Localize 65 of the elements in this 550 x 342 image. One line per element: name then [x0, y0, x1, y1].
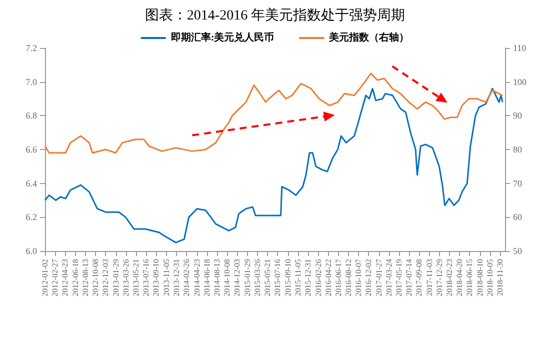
x-tick-label: 2015-11-05: [293, 259, 302, 296]
y2-tick-label: 100: [513, 76, 527, 87]
x-tick-label: 2016-04-22: [324, 259, 333, 296]
x-tick-label: 2018-04-20: [455, 259, 464, 296]
chart-title: 图表：2014-2016 年美元指数处于强势周期: [144, 8, 406, 24]
y2-tick-label: 50: [513, 246, 522, 256]
x-tick-label: 2016-10-07: [354, 259, 364, 296]
x-tick-label: 2014-12-03: [232, 259, 242, 296]
x-tick-label: 2014-10-08: [222, 259, 232, 296]
x-tick-label: 2018-06-15: [465, 259, 474, 296]
y-tick-label: 7.2: [26, 43, 37, 53]
x-tick-label: 2017-07-14: [404, 259, 414, 296]
x-tick-label: 2017-09-08: [414, 259, 424, 296]
legend-label: 即期汇率:美元兑人民币: [170, 32, 274, 44]
x-tick-label: 2015-07-16: [273, 259, 282, 296]
y-tick-label: 6.0: [26, 246, 38, 256]
x-tick-label: 2018-02-23: [444, 259, 454, 296]
y2-tick-label: 110: [513, 43, 527, 53]
y2-tick-label: 60: [513, 212, 522, 222]
x-tick-label: 2012-02-27: [50, 259, 60, 296]
x-tick-label: 2016-02-26: [314, 259, 323, 296]
x-tick-label: 2013-01-29: [111, 259, 120, 296]
x-tick-label: 2017-12-29: [434, 259, 444, 296]
y-tick-label: 7.0: [26, 76, 38, 87]
x-tick-label: 2015-09-10: [283, 259, 292, 296]
x-tick-label: 2014-06-18: [202, 259, 212, 296]
x-tick-label: 2013-05-21: [132, 259, 141, 296]
x-tick-label: 2016-06-17: [334, 259, 343, 296]
y-tick-label: 6.2: [26, 212, 37, 222]
x-tick-label: 2017-05-19: [394, 259, 404, 296]
line-series: [44, 88, 504, 244]
x-tick-label: 2015-01-29: [242, 259, 252, 296]
x-tick-label: 2013-07-16: [142, 259, 151, 296]
x-tick-label: 2014-08-13: [212, 259, 222, 296]
x-tick-label: 2014-04-23: [192, 259, 202, 296]
y2-tick-label: 80: [513, 144, 522, 154]
x-tick-label: 2012-06-18: [70, 259, 80, 296]
x-tick-label: 2017-01-27: [374, 259, 384, 296]
x-tick-label: 2013-11-05: [162, 259, 171, 296]
x-tick-label: 2015-03-26: [253, 259, 262, 296]
legend-label: 美元指数（右轴）: [328, 32, 410, 44]
x-tick-label: 2012-12-03: [101, 259, 110, 296]
x-tick-label: 2012-01-02: [40, 259, 50, 296]
x-tick-label: 2016-12-02: [364, 259, 374, 296]
x-tick-label: 2018-08-10: [475, 259, 484, 296]
y2-tick-label: 70: [513, 178, 522, 188]
x-tick-label: 2017-03-24: [384, 259, 394, 296]
y-tick-label: 6.4: [26, 178, 38, 188]
x-tick-label: 2013-03-26: [121, 259, 130, 296]
x-tick-label: 2018-11-30: [495, 259, 504, 296]
x-tick-label: 2017-11-03: [424, 259, 434, 296]
line-series: [44, 72, 504, 154]
y2-tick-label: 90: [513, 110, 522, 121]
x-tick-label: 2018-10-05: [485, 259, 494, 296]
x-tick-label: 2012-04-23: [60, 259, 70, 296]
y-tick-label: 6.6: [26, 144, 38, 154]
x-tick-label: 2015-05-21: [263, 259, 272, 296]
x-tick-label: 2013-09-10: [152, 259, 161, 296]
y-tick-label: 6.8: [26, 110, 38, 121]
x-tick-label: 2015-12-31: [303, 259, 312, 296]
x-tick-label: 2012-10-08: [90, 259, 100, 296]
x-tick-label: 2014-02-26: [182, 259, 192, 296]
x-tick-label: 2012-08-13: [80, 259, 90, 296]
x-tick-label: 2013-12-31: [172, 259, 181, 296]
x-tick-label: 2016-08-12: [344, 259, 354, 296]
